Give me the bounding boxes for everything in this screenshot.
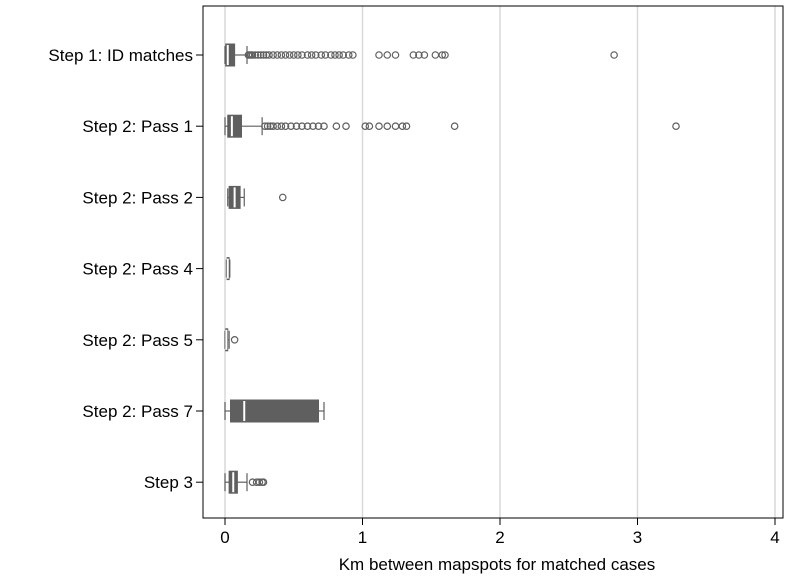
outlier-point: [259, 478, 268, 487]
plot-area-frame: [202, 5, 784, 519]
x-tick-label-4: 4: [770, 528, 779, 547]
outlier-point: [289, 51, 298, 59]
outlier-point: [303, 51, 312, 59]
outlier-point: [342, 122, 350, 131]
outlier-point: [303, 122, 312, 131]
outlier-point: [610, 51, 618, 59]
outlier-point: [309, 122, 317, 131]
outlier-point: [438, 51, 447, 59]
x-tick-label-2: 2: [495, 528, 504, 547]
box-iqr: [227, 114, 242, 138]
category-label: Step 2: Pass 2: [82, 188, 193, 207]
outlier-point: [391, 51, 400, 59]
outlier-point: [402, 122, 411, 131]
outlier-point: [321, 51, 330, 59]
x-axis-title: Km between mapspots for matched cases: [339, 555, 656, 574]
outlier-point: [375, 51, 383, 59]
outlier-point: [307, 51, 316, 59]
outlier-point: [311, 51, 320, 59]
outlier-point: [273, 51, 282, 59]
category-label: Step 2: Pass 4: [82, 260, 193, 279]
outlier-point: [281, 51, 290, 59]
outlier-point: [298, 51, 306, 59]
outlier-point: [317, 51, 326, 59]
outlier-point: [294, 51, 302, 59]
x-tick-label-3: 3: [633, 528, 642, 547]
category-label: Step 2: Pass 1: [82, 117, 193, 136]
outlier-point: [248, 51, 257, 59]
outlier-point: [269, 51, 277, 59]
outlier-point: [277, 51, 286, 59]
outlier-point: [261, 122, 269, 131]
box-group: [224, 114, 680, 138]
box-group: [224, 399, 325, 423]
outlier-point: [281, 122, 290, 131]
outlier-point: [365, 122, 374, 131]
outlier-point: [415, 51, 423, 59]
outlier-point: [383, 122, 392, 131]
category-label: Step 3: [144, 473, 193, 492]
outlier-point: [398, 122, 407, 131]
outlier-point: [450, 122, 459, 131]
outlier-point: [251, 51, 260, 59]
outlier-point: [375, 122, 383, 131]
x-tick-label-0: 0: [220, 528, 229, 547]
x-axis-ticks: 0 1 2 3 4: [220, 518, 780, 547]
outlier-point: [265, 51, 273, 59]
box-group: [225, 257, 231, 281]
outlier-point: [383, 51, 392, 59]
outlier-point: [349, 51, 357, 59]
outlier-point: [344, 51, 353, 59]
outlier-point: [339, 51, 348, 59]
outlier-point: [277, 122, 286, 131]
outlier-point: [278, 193, 287, 202]
outlier-point: [391, 122, 400, 131]
category-label: Step 2: Pass 5: [82, 331, 193, 350]
category-labels: Step 1: ID matches Step 2: Pass 1 Step 2: …: [48, 46, 203, 492]
outlier-point: [441, 51, 449, 59]
category-label: Step 1: ID matches: [48, 46, 193, 65]
box-group: [227, 185, 287, 209]
outlier-point: [335, 51, 343, 59]
outlier-point: [431, 51, 440, 59]
outlier-point: [263, 122, 272, 131]
outlier-point: [331, 51, 339, 59]
outlier-point: [254, 51, 262, 59]
x-tick-label-1: 1: [358, 528, 367, 547]
box-series: [224, 43, 680, 494]
outlier-point: [409, 51, 418, 59]
box-group: [224, 43, 618, 67]
outlier-point: [287, 122, 295, 131]
outlier-point: [259, 51, 268, 59]
outlier-point: [672, 122, 680, 131]
category-label: Step 2: Pass 7: [82, 402, 193, 421]
outlier-point: [361, 122, 370, 131]
box-iqr: [225, 43, 236, 67]
outlier-point: [292, 122, 301, 131]
box-group: [224, 328, 239, 352]
outlier-point: [230, 335, 239, 344]
outlier-point: [269, 122, 277, 131]
outlier-point: [420, 51, 429, 59]
outlier-point: [327, 51, 335, 59]
outlier-point: [256, 51, 265, 59]
outlier-point: [332, 122, 341, 131]
gridlines: [224, 6, 776, 518]
outlier-point: [255, 478, 264, 487]
box-iqr: [230, 399, 319, 423]
outlier-point: [273, 122, 282, 131]
outlier-point: [298, 122, 306, 131]
outlier-point: [285, 51, 294, 59]
outlier-point: [320, 122, 328, 131]
outlier-point: [314, 122, 323, 131]
box-group: [224, 470, 268, 494]
